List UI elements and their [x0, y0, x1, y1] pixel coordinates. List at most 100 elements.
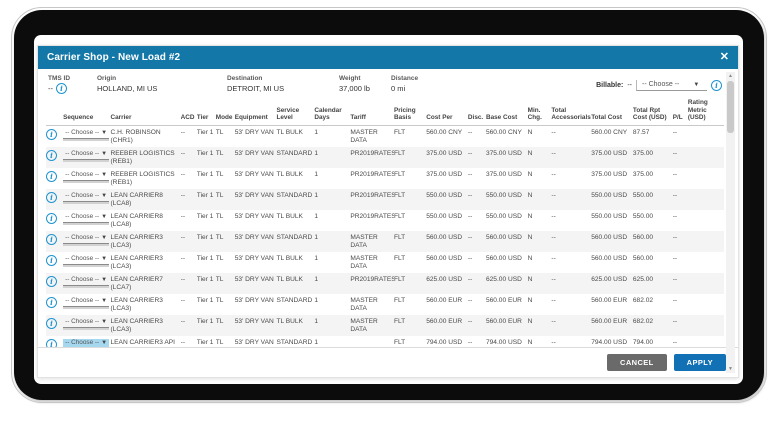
cell-pricing_basis: FLT: [393, 212, 406, 220]
row-info-icon[interactable]: i: [46, 191, 57, 203]
cell-total_accessorials: --: [551, 212, 556, 220]
cell-cost_per: 560.00 EUR: [426, 296, 463, 304]
cell-mode: TL: [215, 170, 224, 178]
cell-service_level: TL BULK: [276, 254, 303, 262]
cell-pricing_basis: FLT: [393, 317, 406, 325]
cell-pl: --: [672, 191, 678, 199]
cell-tariff: MASTER DATA: [350, 254, 378, 270]
column-header-carrier: Carrier: [110, 99, 181, 126]
cell-acd: --: [180, 170, 186, 178]
cell-disc: --: [467, 191, 473, 199]
cell-cost_per: 550.00 USD: [426, 191, 463, 199]
scroll-down-icon[interactable]: ▼: [728, 366, 733, 372]
sequence-dropdown[interactable]: -- Choose -- ▼: [63, 297, 110, 307]
cell-acd: --: [180, 275, 186, 283]
cell-total_rpt_cost: 682.02: [632, 317, 654, 325]
carrier-name: REEBER LOGISTICS: [110, 170, 175, 178]
column-header-pricing_basis: Pricing Basis: [393, 99, 427, 126]
sequence-dropdown[interactable]: -- Choose -- ▼: [63, 213, 110, 223]
row-info-icon[interactable]: i: [46, 317, 57, 329]
cell-rating_metric: [688, 315, 724, 336]
sequence-dropdown[interactable]: -- Choose -- ▼: [63, 171, 110, 181]
cell-rating_metric: [688, 147, 724, 168]
device-frame: Carrier Shop - New Load #2 ✕ TMS ID -- i…: [11, 7, 767, 403]
cell-total_accessorials: --: [551, 128, 556, 136]
load-summary: TMS ID -- i Origin HOLLAND, MI US Destin…: [46, 69, 724, 99]
cell-total_accessorials: --: [551, 296, 556, 304]
sequence-dropdown[interactable]: -- Choose -- ▼: [63, 233, 110, 244]
close-icon[interactable]: ✕: [719, 51, 729, 63]
cell-tariff: [350, 336, 394, 348]
row-info-icon[interactable]: i: [46, 296, 57, 308]
sequence-dropdown[interactable]: -- Choose -- ▼: [63, 276, 110, 286]
row-info-icon[interactable]: i: [46, 275, 57, 287]
sequence-dropdown[interactable]: -- Choose -- ▼: [63, 318, 110, 328]
cell-mode: TL: [215, 317, 224, 325]
cell-base_cost: 560.00 USD: [485, 254, 522, 262]
column-header-pl: P/L: [672, 99, 688, 126]
cell-service_level: TL BULK: [276, 212, 303, 220]
row-info-icon[interactable]: i: [46, 212, 57, 224]
carrier-code: (LCA3): [110, 347, 178, 348]
carrier-code: (LCA3): [110, 262, 132, 270]
cell-rating_metric: [688, 125, 724, 147]
sequence-dropdown[interactable]: -- Choose -- ▼: [63, 150, 110, 160]
cell-tier: Tier 1: [196, 170, 214, 178]
table-row: i -- Choose -- ▼ LEAN CARRIER3 (LCA3) -- Tier …: [46, 294, 724, 315]
row-info-icon[interactable]: i: [46, 149, 57, 161]
cell-base_cost: 550.00 USD: [485, 212, 522, 220]
cell-disc: --: [467, 317, 473, 325]
cell-acd: --: [180, 149, 186, 157]
carrier-code: (LCA3): [110, 304, 132, 312]
row-info-icon[interactable]: i: [46, 128, 57, 140]
cell-min_chg: N: [527, 275, 533, 283]
device-screen: Carrier Shop - New Load #2 ✕ TMS ID -- i…: [34, 35, 743, 384]
sequence-dropdown[interactable]: -- Choose -- ▼: [63, 338, 110, 347]
sequence-dropdown[interactable]: -- Choose -- ▼: [63, 255, 110, 265]
billable-info-icon[interactable]: i: [711, 80, 722, 91]
cell-total_rpt_cost: 560.00: [632, 233, 654, 241]
info-icon[interactable]: i: [56, 83, 67, 94]
cell-disc: --: [467, 212, 473, 220]
cell-equipment: 53' DRY VAN: [234, 275, 274, 283]
cell-tariff: MASTER DATA: [350, 233, 378, 249]
sequence-placeholder: -- Choose --: [65, 233, 100, 241]
carrier-name: REEBER LOGISTICS: [110, 149, 175, 157]
distance-value: 0 mi: [391, 84, 406, 93]
column-header-rating_metric: Rating Metric (USD): [687, 99, 724, 126]
cell-pricing_basis: FLT: [393, 170, 406, 178]
scrollbar-thumb[interactable]: [727, 81, 734, 133]
column-header-disc: Disc.: [467, 99, 486, 126]
row-info-icon[interactable]: i: [46, 254, 57, 266]
modal-title: Carrier Shop - New Load #2: [47, 52, 181, 63]
row-info-icon[interactable]: i: [46, 233, 57, 245]
vertical-scrollbar[interactable]: ▲ ▼: [726, 72, 735, 373]
sequence-dropdown[interactable]: -- Choose -- ▼: [63, 129, 110, 139]
cell-base_cost: 560.00 USD: [485, 233, 522, 241]
sequence-dropdown[interactable]: -- Choose -- ▼: [63, 192, 110, 202]
billable-label: Billable:: [596, 82, 624, 89]
chevron-down-icon: ▼: [693, 81, 700, 88]
cell-equipment: 53' DRY VAN: [234, 296, 274, 304]
billable-value: --: [627, 82, 632, 89]
scroll-up-icon[interactable]: ▲: [728, 73, 733, 79]
cell-base_cost: 550.00 USD: [485, 191, 522, 199]
column-header-service_level: Service Level: [276, 99, 315, 126]
row-info-icon[interactable]: i: [46, 338, 57, 347]
cell-total_cost: 375.00 USD: [591, 170, 628, 178]
cell-cost_per: 375.00 USD: [426, 170, 463, 178]
carrier-code: (CHR1): [110, 136, 133, 144]
cell-base_cost: 560.00 CNY: [485, 128, 522, 136]
cancel-button[interactable]: CANCEL: [607, 353, 667, 372]
cell-tier: Tier 1: [196, 275, 214, 283]
cell-acd: --: [180, 296, 186, 304]
tms-id-value: --: [48, 84, 53, 93]
row-info-icon[interactable]: i: [46, 170, 57, 182]
cell-total_cost: 625.00 USD: [591, 275, 628, 283]
cell-base_cost: 794.00 USD: [485, 338, 522, 346]
carrier-shop-modal: Carrier Shop - New Load #2 ✕ TMS ID -- i…: [37, 45, 739, 378]
apply-button[interactable]: APPLY: [673, 353, 726, 372]
carrier-name: LEAN CARRIER8: [110, 191, 163, 199]
carrier-code: (LCA8): [110, 199, 132, 207]
billable-dropdown[interactable]: -- Choose -- ▼: [636, 80, 707, 91]
